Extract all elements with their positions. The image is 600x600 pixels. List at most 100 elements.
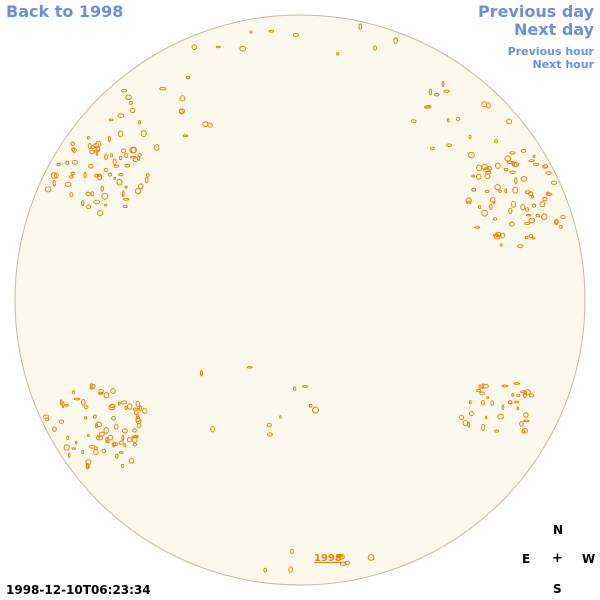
contour-mark — [469, 411, 474, 417]
contour-mark — [110, 388, 116, 394]
contour-mark — [246, 366, 253, 369]
contour-mark — [531, 194, 534, 199]
previous-day-link[interactable]: Previous day — [477, 2, 594, 21]
contour-mark — [142, 408, 148, 414]
contour-mark — [336, 554, 344, 558]
contour-mark — [53, 172, 59, 179]
contour-mark — [98, 431, 105, 437]
contour-mark — [434, 92, 440, 97]
contour-mark — [524, 207, 530, 212]
contour-mark — [103, 167, 108, 172]
contour-mark — [88, 163, 94, 169]
contour-mark — [484, 189, 490, 193]
contour-mark — [459, 414, 465, 421]
contour-mark — [480, 400, 486, 406]
contour-mark — [215, 45, 221, 49]
contour-mark — [118, 440, 124, 445]
contour-mark — [71, 160, 79, 165]
contour-mark — [523, 412, 529, 418]
contour-mark — [118, 451, 124, 454]
contour-mark — [520, 390, 526, 394]
contour-mark — [86, 434, 90, 437]
contour-mark — [492, 217, 498, 221]
contour-mark — [129, 100, 133, 105]
compass-west: W — [582, 552, 596, 566]
contour-mark — [484, 415, 488, 420]
contour-mark — [344, 560, 351, 566]
contour-mark — [93, 446, 98, 451]
contour-mark — [486, 396, 490, 400]
contour-mark — [122, 197, 130, 201]
contour-mark — [61, 401, 65, 409]
contour-mark — [132, 157, 139, 163]
contour-mark — [118, 130, 124, 138]
contour-mark — [103, 154, 109, 160]
contour-mark — [113, 176, 117, 180]
contour-mark — [121, 463, 125, 468]
next-day-link[interactable]: Next day — [514, 20, 594, 39]
contour-mark — [111, 415, 116, 421]
contour-mark — [513, 161, 519, 168]
contour-mark — [249, 30, 253, 34]
contour-mark — [124, 405, 128, 411]
contour-mark — [367, 554, 375, 561]
contour-mark — [127, 437, 133, 443]
contour-mark — [511, 393, 515, 397]
contour-mark — [525, 213, 532, 217]
contour-mark — [504, 188, 508, 194]
contour-mark — [532, 154, 536, 159]
contour-mark — [97, 210, 104, 217]
contour-mark — [117, 113, 125, 118]
compass-east: E — [522, 552, 531, 566]
contour-mark — [279, 415, 282, 419]
contour-mark — [101, 448, 106, 454]
contour-mark — [124, 163, 131, 168]
contour-mark — [115, 453, 119, 459]
contour-mark — [519, 421, 524, 427]
contour-mark — [137, 183, 144, 190]
contour-mark — [410, 119, 417, 124]
contour-mark — [520, 204, 526, 211]
contour-mark — [476, 173, 482, 180]
contour-mark — [500, 243, 503, 247]
contour-mark — [95, 140, 102, 148]
contour-mark — [52, 426, 57, 432]
contour-mark — [128, 458, 135, 464]
next-hour-link[interactable]: Next hour — [532, 58, 595, 71]
contour-mark — [481, 101, 488, 108]
contour-mark — [468, 134, 472, 139]
contour-mark — [466, 200, 472, 204]
year-link[interactable]: 1998 — [314, 553, 342, 564]
contour-mark — [121, 88, 128, 93]
contour-mark — [523, 419, 530, 423]
contour-mark — [64, 181, 72, 187]
contour-mark — [289, 548, 294, 554]
contour-mark — [520, 149, 527, 153]
contour-mark — [137, 153, 142, 157]
contour-mark — [103, 427, 109, 434]
observation-timestamp: 1998-12-10T06:23:34 — [6, 583, 151, 597]
contour-mark — [67, 452, 71, 458]
contour-mark — [503, 167, 509, 172]
contour-mark — [132, 428, 137, 433]
contour-mark — [81, 398, 86, 406]
contour-mark — [44, 186, 52, 193]
contour-mark — [63, 444, 70, 451]
contour-mark — [123, 204, 128, 209]
contour-mark — [494, 429, 500, 433]
contour-mark — [117, 401, 121, 406]
contour-mark — [129, 107, 136, 114]
contour-mark — [490, 197, 496, 203]
contour-mark — [455, 116, 461, 122]
previous-hour-link[interactable]: Previous hour — [507, 45, 594, 58]
contour-mark — [107, 135, 111, 143]
contour-mark — [191, 44, 198, 50]
contour-mark — [554, 219, 559, 224]
contour-mark — [266, 422, 272, 428]
contour-mark — [133, 434, 139, 439]
contour-mark — [112, 158, 117, 166]
contour-mark — [428, 88, 432, 96]
contour-mark — [145, 173, 150, 177]
contour-mark — [122, 190, 125, 198]
back-to-year-link[interactable]: Back to 1998 — [6, 2, 124, 21]
